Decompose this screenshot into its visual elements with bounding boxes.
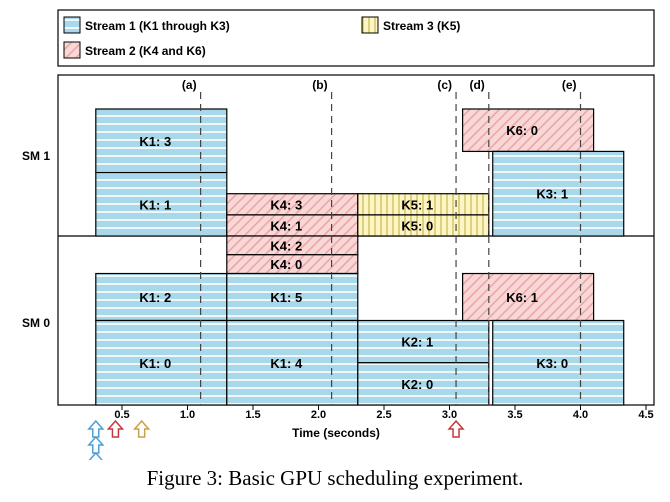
block-k4-2-sm0: K4: 2: [226, 235, 359, 256]
block-k1-5-sm0: K1: 5: [226, 272, 359, 322]
release-arrow-stream3: [132, 419, 151, 438]
x-tick-label: 2.5: [376, 409, 391, 421]
block-label: K4: 3: [270, 197, 302, 212]
block-k1-2-sm0: K1: 2: [95, 272, 228, 322]
block-rect: [357, 319, 490, 364]
x-tick-label: 2.0: [311, 409, 326, 421]
block-rect: [226, 272, 359, 322]
block-label: K3: 0: [536, 356, 568, 371]
legend-frame: [57, 9, 655, 67]
release-arrows: [87, 419, 465, 460]
x-tick-label: 4.0: [573, 409, 588, 421]
event-marker: (a): [182, 78, 202, 405]
event-marker: (b): [312, 78, 333, 405]
block-k1-1-sm1: K1: 1: [95, 171, 228, 237]
block-k4-0-sm0: K4: 0: [226, 254, 359, 275]
block-label: K5: 1: [401, 197, 433, 212]
block-k1-3-sm1: K1: 3: [95, 108, 228, 174]
block-label: K1: 3: [139, 134, 171, 149]
release-arrow-stream2: [106, 419, 125, 438]
x-tick-label: 4.5: [638, 409, 653, 421]
row-label-sm0: SM 0: [22, 316, 50, 330]
block-rect: [95, 108, 228, 174]
block-k4-3-sm1: K4: 3: [226, 193, 359, 216]
event-label: (e): [562, 78, 577, 92]
release-arrow-stream1: [88, 451, 103, 460]
legend: Stream 1 (K1 through K3) Stream 2 (K4 an…: [57, 9, 655, 67]
block-label: K2: 1: [401, 335, 433, 350]
block-label: K6: 0: [506, 123, 538, 138]
block-rect: [95, 319, 228, 406]
block-label: K4: 0: [270, 257, 302, 272]
block-label: K1: 4: [270, 356, 303, 371]
block-rect: [226, 319, 359, 406]
x-tick-label: 0.5: [114, 409, 129, 421]
block-label: K1: 0: [139, 356, 171, 371]
block-label: K3: 1: [536, 187, 568, 202]
blocks-layer: K1: 3 K1: 1 K4: 3 K4: 1 K5: 1 K5: 0 K6: 0 K3: 1…: [95, 108, 625, 406]
legend-label-stream2: Stream 2 (K4 and K6): [85, 44, 206, 58]
release-arrow-stream1: [87, 435, 105, 454]
block-k1-0-sm0: K1: 0: [95, 319, 228, 406]
block-k3-0-sm0: K3: 0: [492, 319, 625, 406]
event-label: (d): [469, 78, 484, 92]
block-rect: [95, 171, 228, 237]
block-label: K4: 2: [270, 238, 302, 253]
block-k5-0-sm1: K5: 0: [357, 214, 490, 237]
legend-swatch-stream1: [63, 16, 81, 34]
events-layer: (a) (b) (c) (d) (e): [182, 78, 582, 405]
event-marker: (c): [437, 78, 457, 405]
block-label: K1: 2: [139, 290, 171, 305]
block-k5-1-sm1: K5: 1: [357, 193, 490, 216]
event-marker: (e): [562, 78, 582, 405]
block-rect: [492, 150, 625, 237]
block-k4-1-sm1: K4: 1: [226, 214, 359, 237]
block-rect: [357, 362, 490, 406]
block-rect: [492, 319, 625, 406]
event-label: (a): [182, 78, 197, 92]
gpu-schedule-chart: Stream 1 (K1 through K3) Stream 2 (K4 an…: [22, 9, 655, 460]
legend-swatch-stream2: [63, 41, 81, 59]
x-axis-title: Time (seconds): [292, 426, 380, 440]
block-label: K6: 1: [506, 290, 538, 305]
event-marker: (d): [469, 78, 490, 405]
block-k2-1-sm0: K2: 1: [357, 319, 490, 364]
x-tick-label: 3.5: [507, 409, 522, 421]
block-label: K5: 0: [401, 218, 433, 233]
block-label: K4: 1: [270, 218, 302, 233]
event-label: (c): [437, 78, 452, 92]
event-label: (b): [312, 78, 327, 92]
x-tick-label: 1.0: [180, 409, 195, 421]
block-k3-1-sm1: K3: 1: [492, 150, 625, 237]
block-rect: [95, 272, 228, 322]
block-rect: [462, 108, 595, 153]
block-k1-4-sm0: K1: 4: [226, 319, 359, 406]
block-label: K1: 5: [270, 290, 302, 305]
block-k6-1-sm0: K6: 1: [462, 272, 595, 322]
release-arrow-stream2: [447, 419, 465, 438]
release-arrow-stream1: [87, 419, 105, 438]
figure-caption: Figure 3: Basic GPU scheduling experimen…: [146, 466, 524, 490]
legend-swatch-stream3: [361, 16, 379, 34]
block-k2-0-sm0: K2: 0: [357, 362, 490, 406]
legend-label-stream3: Stream 3 (K5): [383, 19, 460, 33]
block-k6-0-sm1: K6: 0: [462, 108, 595, 153]
x-axis-ticks: 0.5 1.0 1.5 2.0 2.5 3.0 3.5 4.0 4.5: [114, 405, 654, 421]
block-label: K2: 0: [401, 377, 433, 392]
row-label-sm1: SM 1: [22, 149, 50, 163]
block-rect: [462, 272, 595, 322]
x-tick-label: 3.0: [442, 409, 457, 421]
x-tick-label: 1.5: [245, 409, 260, 421]
legend-label-stream1: Stream 1 (K1 through K3): [85, 19, 230, 33]
block-label: K1: 1: [139, 197, 171, 212]
